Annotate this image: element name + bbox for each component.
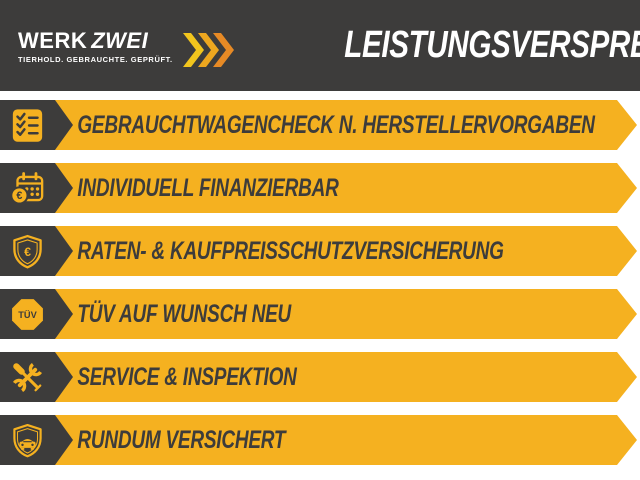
tuev-octagon-icon: TÜV (12, 298, 43, 330)
item-label: GEBRAUCHTWAGENCHECK N. HERSTELLERVORGABE… (77, 110, 595, 139)
logo-word-zwei: ZWEI (91, 27, 149, 53)
brand-logo: WERK ZWEI TIERHOLD. GEBRAUCHTE. GEPRÜFT. (18, 27, 173, 64)
item-icon-box (0, 415, 73, 465)
item-label: TÜV AUF WUNSCH NEU (77, 299, 292, 328)
item-label: INDIVIDUELL FINANZIERBAR (77, 173, 339, 202)
list-item-gebrauchtwagencheck: GEBRAUCHTWAGENCHECK N. HERSTELLERVORGABE… (0, 100, 640, 150)
item-icon-box: € (0, 226, 73, 276)
shield-euro-icon: € (13, 234, 42, 268)
list-item-schutzversicherung: RATEN- & KAUFPREISSCHUTZVERSICHERUNG € (0, 226, 640, 276)
tools-icon (12, 362, 43, 392)
item-icon-box (0, 100, 73, 150)
car-shield-icon (13, 423, 42, 457)
euro-glyph: € (24, 245, 31, 259)
item-icon-box: TÜV (0, 289, 73, 339)
page-title: LEISTUNGSVERSPRECHEN (343, 24, 640, 66)
list-item-service: SERVICE & INSPEKTION (0, 352, 640, 402)
header: WERK ZWEI TIERHOLD. GEBRAUCHTE. GEPRÜFT. … (0, 0, 640, 91)
item-label: RUNDUM VERSICHERT (77, 425, 286, 454)
item-banner: RATEN- & KAUFPREISSCHUTZVERSICHERUNG (50, 226, 637, 276)
item-banner: RUNDUM VERSICHERT (50, 415, 637, 465)
item-banner: TÜV AUF WUNSCH NEU (50, 289, 637, 339)
list-item-versichert: RUNDUM VERSICHERT (0, 415, 640, 465)
item-label: RATEN- & KAUFPREISSCHUTZVERSICHERUNG (77, 236, 504, 265)
checklist-icon (12, 108, 43, 142)
item-banner: INDIVIDUELL FINANZIERBAR (50, 163, 637, 213)
calendar-euro-icon: € (10, 171, 44, 205)
list-item-finanzierbar: INDIVIDUELL FINANZIERBAR € (0, 163, 640, 213)
item-icon-box: € (0, 163, 73, 213)
logo-tagline: TIERHOLD. GEBRAUCHTE. GEPRÜFT. (18, 54, 173, 64)
item-label: SERVICE & INSPEKTION (77, 362, 297, 391)
triple-chevron-icon (182, 32, 234, 67)
euro-glyph: € (16, 190, 22, 202)
promise-list: GEBRAUCHTWAGENCHECK N. HERSTELLERVORGABE… (0, 91, 640, 465)
item-icon-box (0, 352, 73, 402)
logo-word-werk: WERK (18, 27, 88, 53)
logo-wordmark: WERK ZWEI (18, 27, 173, 53)
item-banner: GEBRAUCHTWAGENCHECK N. HERSTELLERVORGABE… (50, 100, 637, 150)
tuev-glyph: TÜV (18, 309, 37, 319)
list-item-tuev: TÜV AUF WUNSCH NEU TÜV (0, 289, 640, 339)
item-banner: SERVICE & INSPEKTION (50, 352, 637, 402)
